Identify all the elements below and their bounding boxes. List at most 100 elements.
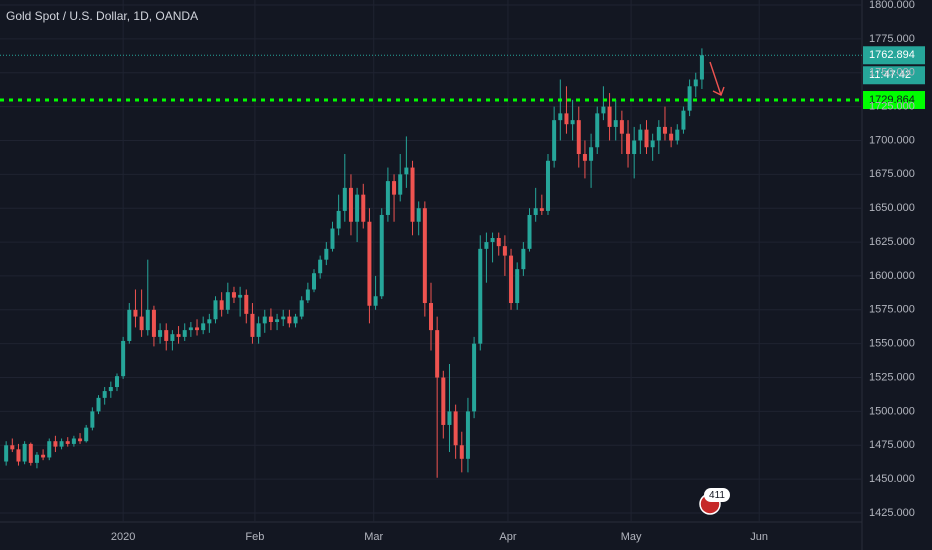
candle-body: [231, 292, 236, 298]
candle-body: [348, 187, 353, 222]
candle-body: [595, 113, 600, 148]
candle-body: [182, 330, 187, 337]
y-tick-label: 1725.000: [869, 101, 915, 113]
candle-body: [441, 377, 446, 425]
candle-body: [281, 316, 286, 320]
candle-body: [176, 334, 181, 337]
candle-body: [256, 323, 261, 337]
y-tick-label: 1750.000: [869, 67, 915, 79]
candle-body: [330, 228, 335, 249]
candle-body: [299, 300, 304, 317]
candle-body: [422, 208, 427, 304]
candle-body: [693, 79, 698, 87]
candle-body: [607, 106, 612, 127]
candle-body: [127, 309, 132, 341]
candle-body: [201, 323, 206, 331]
candle-body: [250, 313, 255, 337]
candle-body: [570, 120, 575, 125]
candle-body: [84, 427, 89, 442]
y-tick-label: 1475.000: [869, 439, 915, 451]
candle-body: [453, 411, 458, 446]
candle-body: [114, 376, 119, 388]
candle-body: [576, 120, 581, 155]
candle-body: [318, 259, 323, 274]
y-tick-label: 1650.000: [869, 202, 915, 214]
candle-body: [59, 441, 64, 447]
candle-body: [78, 438, 83, 442]
candle-body: [170, 334, 175, 341]
y-tick-label: 1575.000: [869, 304, 915, 316]
candle-body: [416, 208, 421, 222]
candle-body: [502, 246, 507, 256]
x-tick-label: Jun: [750, 531, 768, 543]
candle-body: [90, 411, 95, 428]
candle-body: [65, 441, 70, 444]
candle-body: [521, 248, 526, 270]
candle-body: [650, 140, 655, 148]
candle-body: [644, 129, 649, 148]
candle-body: [324, 248, 329, 260]
candle-body: [632, 140, 637, 155]
y-tick-label: 1600.000: [869, 270, 915, 282]
candle-body: [96, 397, 101, 412]
grid: [0, 0, 862, 522]
candle-body: [139, 316, 144, 331]
candle-body: [361, 194, 366, 222]
candle-body: [687, 86, 692, 111]
candle-body: [151, 309, 156, 337]
candle-body: [379, 214, 384, 297]
candle-body: [669, 133, 674, 141]
candle-body: [404, 167, 409, 175]
candle-body: [509, 255, 514, 304]
candle-body: [582, 154, 587, 161]
candle-body: [10, 445, 15, 450]
level-tag: [863, 91, 925, 110]
countdown-tag: [863, 66, 925, 85]
events-icon: 411: [699, 488, 730, 515]
candle-body: [293, 316, 298, 324]
x-tick-label: May: [621, 531, 642, 543]
candle-body: [496, 238, 501, 247]
candle-body: [465, 411, 470, 459]
candle-body: [195, 327, 200, 331]
candle-body: [4, 445, 9, 462]
candle-body: [429, 303, 433, 331]
x-tick-label: 2020: [111, 531, 135, 543]
x-tick-label: Feb: [245, 531, 264, 543]
candle-body: [601, 106, 606, 114]
y-tick-label: 1425.000: [869, 507, 915, 519]
candle-body: [121, 340, 126, 377]
candle-body: [164, 330, 169, 341]
candle-body: [342, 187, 347, 211]
candle-body: [188, 327, 193, 331]
candle-body: [305, 289, 310, 301]
candle-body: [447, 411, 452, 425]
drawn-arrow: [709, 61, 725, 96]
y-tick-label: 1625.000: [869, 236, 915, 248]
candle-body: [490, 238, 495, 243]
y-tick-label: 1525.000: [869, 371, 915, 383]
candle-body: [515, 269, 520, 304]
candles: [4, 48, 704, 478]
candle-body: [108, 387, 113, 392]
candle-body: [472, 343, 477, 412]
candle-body: [533, 208, 538, 215]
event-badge: 411: [709, 490, 725, 501]
candle-body: [287, 316, 292, 324]
candle-body: [355, 194, 360, 222]
candle-body: [619, 120, 624, 134]
candle-body: [539, 208, 544, 211]
countdown-label: 11:47:42: [869, 69, 911, 81]
candle-body: [336, 210, 341, 229]
candle-body: [22, 443, 27, 462]
x-tick-label: Apr: [499, 531, 516, 543]
candle-body: [16, 449, 21, 462]
overlay: 1762.894 11:47:42 1729.864: [0, 46, 925, 110]
candle-body: [47, 441, 52, 458]
candle-body: [225, 292, 230, 310]
candle-body: [613, 120, 618, 127]
chart-title: Gold Spot / U.S. Dollar, 1D, OANDA: [6, 9, 198, 23]
y-tick-label: 1700.000: [869, 134, 915, 146]
